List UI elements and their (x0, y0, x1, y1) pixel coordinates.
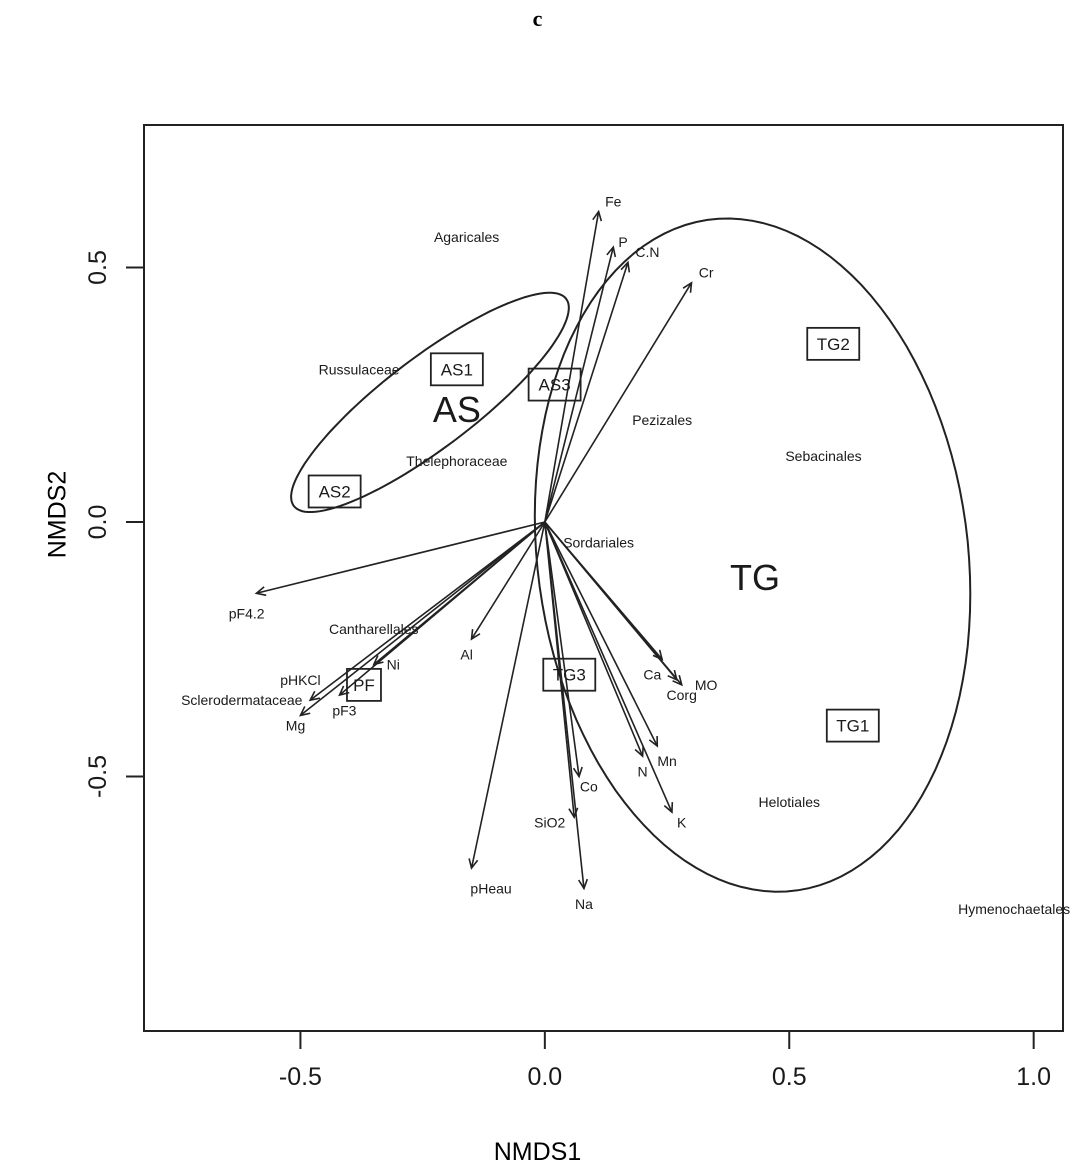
vector-label: pHeau (470, 880, 511, 896)
vector-arrowhead (338, 685, 350, 697)
vector-label: Co (580, 779, 598, 795)
x-tick-label: 1.0 (1016, 1063, 1051, 1091)
vector-label: Ni (387, 657, 400, 673)
vector-arrowhead (572, 766, 583, 779)
vector-label: pF3 (332, 702, 356, 718)
vector-label: C.N (635, 244, 659, 260)
vector-line (544, 521, 575, 818)
plot-frame (143, 124, 1064, 1032)
vector-arrowhead (308, 690, 321, 702)
vector-arrowhead (470, 629, 481, 641)
vector-label: N (638, 763, 648, 779)
vector-label: Mg (286, 718, 305, 734)
vector-arrowhead (634, 746, 644, 758)
taxon-label: Cantharellales (329, 621, 419, 637)
x-tick-label: 0.5 (772, 1063, 807, 1091)
vector-arrowhead (592, 209, 603, 222)
vector-arrowhead (667, 669, 679, 682)
vector-arrowhead (568, 807, 579, 820)
taxon-label: Pezizales (632, 412, 692, 428)
vector-label: Fe (605, 193, 622, 209)
vector-label: MO (695, 677, 718, 693)
taxon-label: Sordariales (563, 534, 634, 550)
vector-line (256, 521, 546, 595)
vector-label: Na (575, 896, 593, 912)
site-box (527, 367, 582, 402)
panel-label: c (532, 6, 543, 31)
vector-arrowhead (663, 802, 674, 814)
vector-arrowhead (468, 858, 479, 870)
vector-line (544, 521, 658, 747)
vector-line (544, 521, 678, 681)
taxon-label: Helotiales (759, 794, 820, 810)
y-tick-label: 0.0 (84, 505, 112, 540)
site-label: AS2 (319, 482, 351, 501)
vector-line (544, 211, 600, 523)
site-label: AS3 (539, 376, 571, 395)
vector-arrowhead (652, 649, 664, 661)
vector-label: Al (460, 646, 472, 662)
site-label: TG1 (836, 717, 869, 736)
site-label: AS1 (441, 360, 473, 379)
vector-arrowhead (606, 245, 617, 258)
vector-line (544, 282, 693, 523)
site-box (806, 326, 861, 361)
taxon-label: Hymenochaetales (958, 901, 1070, 917)
group-label: AS (433, 389, 481, 430)
vector-line (544, 521, 580, 777)
vector-line (339, 521, 546, 696)
vector-label: P (618, 234, 627, 250)
x-tick-label: 0.0 (527, 1063, 562, 1091)
site-box (307, 474, 362, 509)
taxon-label: Russulaceae (319, 361, 400, 377)
x-tick-label: -0.5 (279, 1063, 322, 1091)
site-box (542, 657, 597, 692)
vector-arrowhead (372, 655, 384, 666)
hull-as (290, 291, 570, 513)
vector-arrowhead (682, 281, 693, 293)
site-box (346, 667, 382, 702)
x-axis-title: NMDS1 (493, 1138, 582, 1166)
vector-arrowhead (648, 735, 659, 748)
vector-arrowhead (298, 706, 311, 717)
vector-label: Cr (699, 265, 714, 281)
vector-label: Mn (657, 753, 676, 769)
vector-arrowhead (672, 674, 683, 687)
vector-arrowhead (254, 586, 267, 597)
y-axis-title: NMDS2 (43, 470, 72, 559)
site-box (429, 352, 484, 387)
vector-line (544, 521, 673, 813)
vector-label: Ca (643, 667, 661, 683)
taxon-label: Sclerodermataceae (181, 692, 303, 708)
vector-line (544, 262, 629, 523)
vector-label: pF4.2 (229, 606, 265, 622)
group-label: TG (730, 557, 780, 598)
taxon-label: Sebacinales (785, 448, 861, 464)
site-label: TG3 (553, 666, 586, 685)
vector-label: Corg (667, 687, 697, 703)
vector-line (470, 521, 546, 869)
vector-arrowhead (577, 878, 589, 891)
y-tick-label: -0.5 (84, 755, 112, 798)
taxon-label: Agaricales (434, 229, 499, 245)
y-tick-label: 0.5 (84, 250, 112, 285)
vector-line (299, 521, 546, 717)
site-label: TG2 (817, 335, 850, 354)
site-box (825, 708, 880, 743)
vector-line (544, 246, 615, 523)
vector-label: SiO2 (534, 814, 565, 830)
vector-label: pHKCl (280, 672, 320, 688)
hull-tg (533, 217, 972, 893)
vector-arrowhead (620, 260, 631, 273)
vector-label: K (677, 814, 687, 830)
vector-line (470, 521, 546, 640)
site-label: PF (353, 676, 375, 695)
vector-line (309, 521, 546, 701)
taxon-label: Thelephoraceae (406, 453, 507, 469)
